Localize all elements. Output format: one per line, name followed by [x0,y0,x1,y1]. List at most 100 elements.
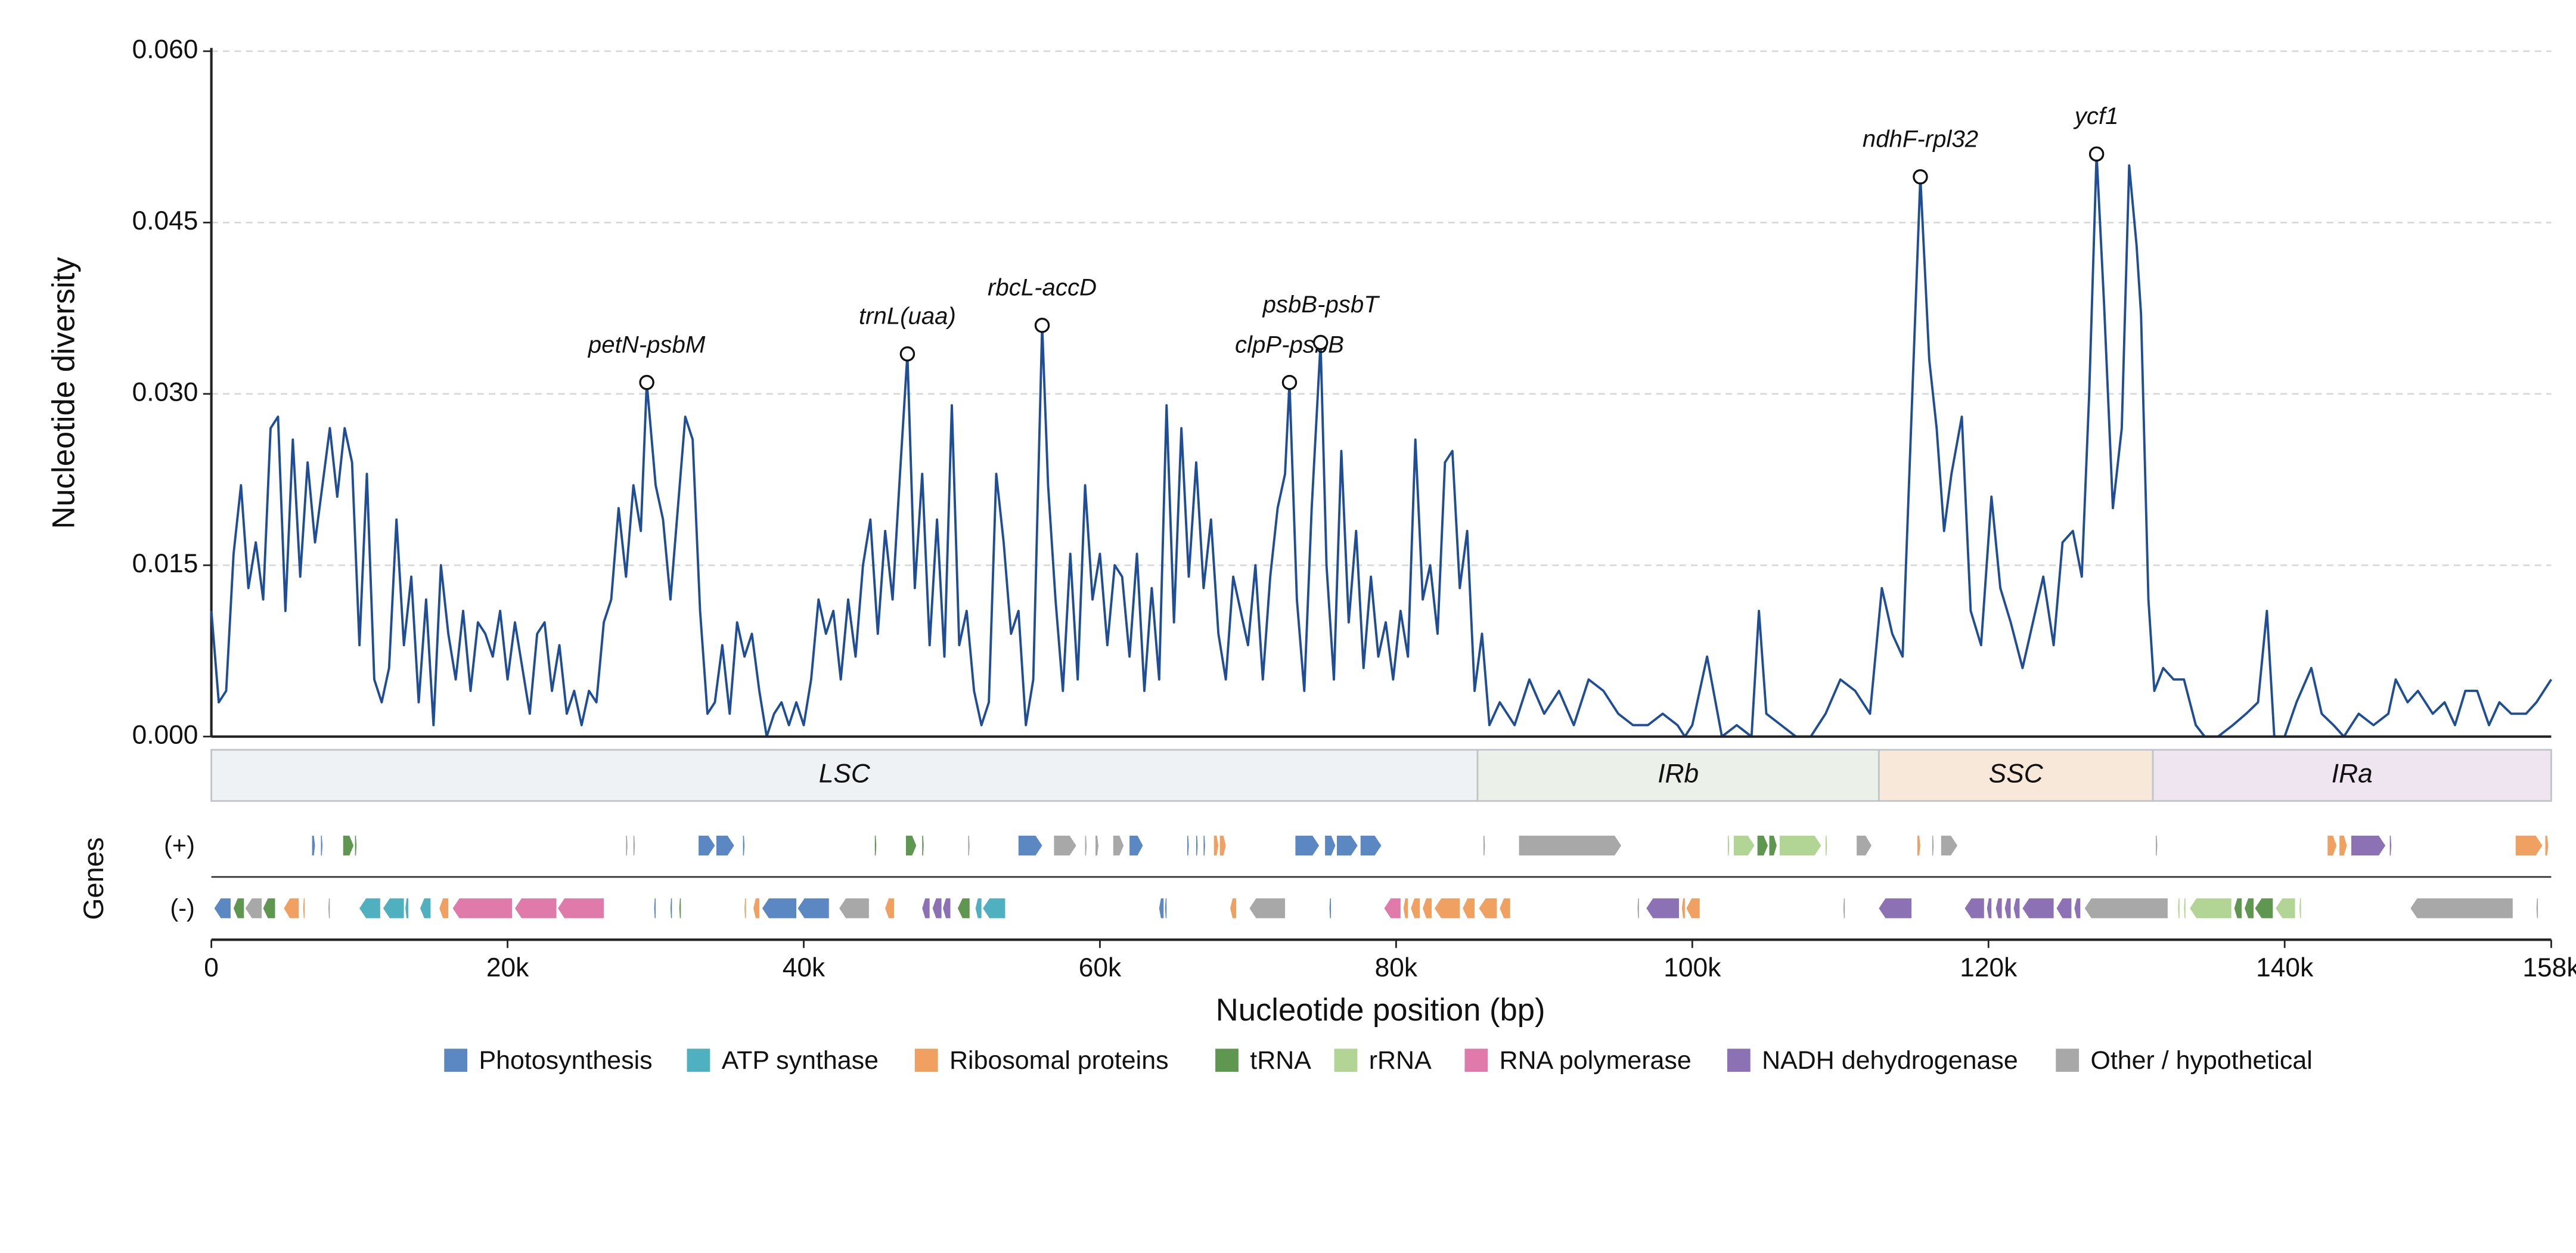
gene [1018,835,1042,856]
gene [2074,898,2081,919]
legend-swatch [1334,1049,1358,1072]
y-tick-label: 0.045 [132,206,198,235]
gene [1095,835,1098,856]
x-tick-label: 100k [1663,953,1721,982]
gene [654,898,656,919]
x-tick-label: 80k [1375,953,1418,982]
gene [2339,835,2347,856]
gene [2004,898,2011,919]
legend-label: tRNA [1250,1046,1311,1075]
y-axis-title: Nucleotide diversity [46,257,82,529]
gene [1230,898,1237,919]
peak-label: psbB-psbT [1262,291,1380,318]
gene [1917,835,1920,856]
x-tick-label: 140k [2256,953,2314,982]
gene [359,898,380,919]
gene [2299,898,2301,919]
gene [1159,898,1164,919]
gene [1360,835,1382,856]
gene [1681,898,1685,919]
gene [797,898,829,919]
gene [1857,835,1872,856]
gene [922,898,930,919]
gene [762,898,797,919]
gene [2156,835,2158,856]
gene [439,898,449,919]
region-band [2152,749,2552,802]
gene [1203,835,1205,856]
gene [743,835,745,856]
gene [2389,835,2392,856]
gene [1879,898,1912,919]
gene [975,898,982,919]
gene [1219,835,1226,856]
x-tick-label: 120k [1960,953,2018,982]
gene [1129,835,1143,856]
gene [1213,835,1219,856]
x-tick-label: 60k [1079,953,1122,982]
gene [321,835,322,856]
gene [245,898,262,919]
legend-swatch [2056,1049,2080,1072]
gene [874,835,877,856]
legend-label: Other / hypothetical [2090,1046,2312,1075]
gene [932,898,942,919]
x-tick-label: 40k [783,953,825,982]
legend-label: RNA polymerase [1500,1046,1692,1075]
gene [1769,835,1777,856]
gene [1964,898,1984,919]
region-label: LSC [819,759,871,788]
gene [1646,898,1679,919]
gene [405,898,409,919]
region-label: IRb [1658,759,1699,788]
gene [1779,835,1821,856]
gene [753,898,759,919]
gene [1995,898,2002,919]
gene [1843,898,1845,919]
gene [1336,835,1358,856]
gene [214,898,231,919]
gene [2245,898,2254,919]
peak-marker [1312,334,1329,351]
legend-label: ATP synthase [722,1046,879,1075]
diversity-line [210,153,2553,738]
gene [1329,898,1332,919]
gene [1325,835,1336,856]
gene [383,898,404,919]
gene [1519,835,1622,856]
gene [679,898,681,919]
gene [2084,898,2168,919]
region-band [210,749,1479,802]
y-tick-label: 0.060 [132,35,198,64]
legend-label: NADH dehydrogenase [1762,1046,2018,1075]
gene [2234,898,2242,919]
minus-strand-label: (-) [170,894,195,922]
gene [1403,898,1408,919]
y-tick-label: 0.030 [132,377,198,407]
y-tick-label: 0.015 [132,549,198,578]
gene [2351,835,2386,856]
gene [303,898,305,919]
legend-label: Photosynthesis [479,1046,652,1075]
gene [1825,835,1827,856]
gene [1384,898,1401,919]
gene [2536,898,2538,919]
gene [716,835,734,856]
gene [1423,898,1432,919]
gene [1932,835,1934,856]
gene [1637,898,1639,919]
gene [839,898,869,919]
legend-swatch [444,1049,468,1072]
x-tick-label: 0 [204,953,219,982]
gene [1987,898,1992,919]
peak-marker [639,374,654,390]
gene [1054,835,1076,856]
gene [699,835,715,856]
gene [2190,898,2232,919]
peak-label: ycf1 [2073,103,2119,129]
gene [957,898,970,919]
peak-marker [899,346,915,362]
gene [1085,835,1087,856]
